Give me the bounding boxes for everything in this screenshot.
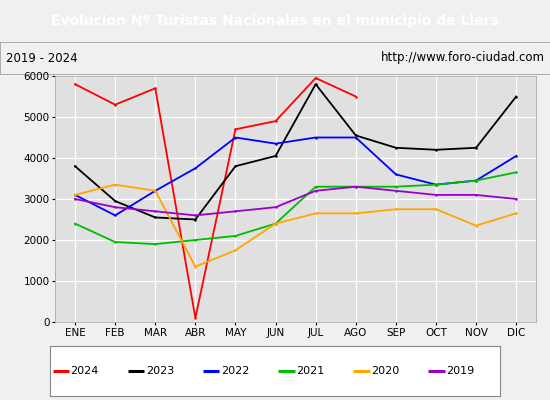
Text: 2019: 2019 (447, 366, 475, 376)
Text: 2021: 2021 (296, 366, 324, 376)
Text: 2019 - 2024: 2019 - 2024 (6, 52, 77, 64)
Text: 2023: 2023 (146, 366, 174, 376)
Text: http://www.foro-ciudad.com: http://www.foro-ciudad.com (381, 52, 544, 64)
Text: 2020: 2020 (371, 366, 399, 376)
Text: 2024: 2024 (70, 366, 99, 376)
Text: Evolucion Nº Turistas Nacionales en el municipio de Llers: Evolucion Nº Turistas Nacionales en el m… (51, 14, 499, 28)
Text: 2022: 2022 (221, 366, 249, 376)
